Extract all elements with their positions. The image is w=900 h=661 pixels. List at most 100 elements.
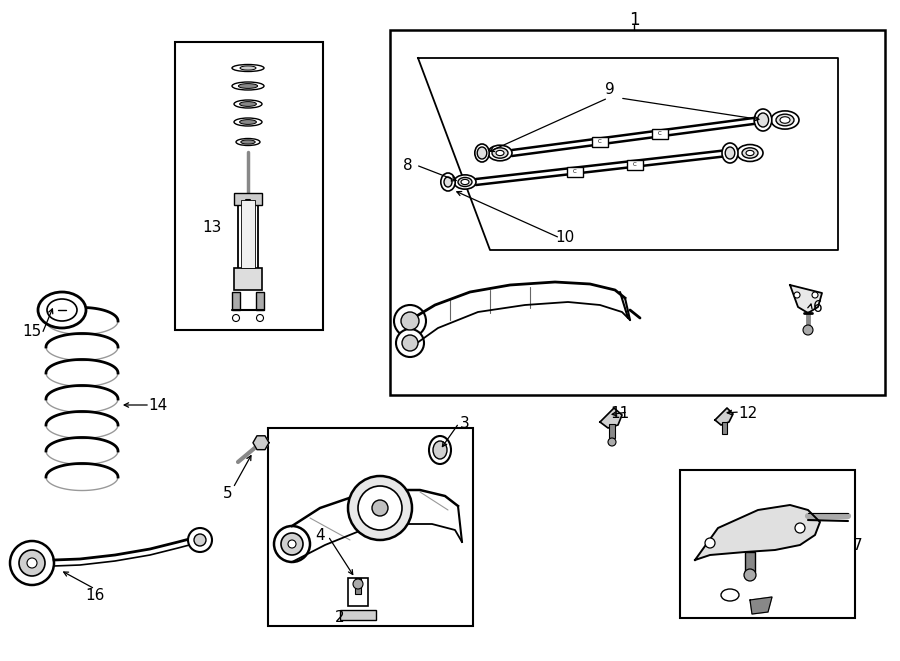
Polygon shape — [715, 408, 733, 425]
Circle shape — [794, 292, 800, 298]
Circle shape — [194, 534, 206, 546]
Circle shape — [372, 500, 388, 516]
Bar — [348, 578, 368, 606]
Ellipse shape — [780, 117, 790, 123]
Ellipse shape — [771, 111, 799, 129]
Circle shape — [795, 523, 805, 533]
Ellipse shape — [232, 82, 264, 90]
Ellipse shape — [38, 292, 86, 328]
Ellipse shape — [238, 83, 257, 89]
Bar — [355, 578, 361, 594]
Circle shape — [812, 292, 818, 298]
Bar — [340, 610, 376, 620]
Text: 14: 14 — [148, 397, 167, 412]
Bar — [390, 30, 885, 395]
Text: 10: 10 — [555, 231, 574, 245]
Text: C: C — [633, 162, 637, 167]
Text: 12: 12 — [738, 407, 758, 422]
Bar — [175, 42, 323, 330]
Circle shape — [396, 329, 424, 357]
Ellipse shape — [454, 175, 476, 189]
Ellipse shape — [433, 441, 447, 459]
Ellipse shape — [754, 109, 772, 131]
Ellipse shape — [240, 66, 256, 70]
Bar — [232, 292, 240, 310]
Bar — [680, 470, 855, 618]
Ellipse shape — [444, 177, 452, 187]
Bar — [609, 424, 615, 438]
Polygon shape — [750, 597, 772, 614]
Circle shape — [402, 335, 418, 351]
Circle shape — [744, 569, 756, 581]
Polygon shape — [790, 285, 822, 313]
Ellipse shape — [458, 177, 472, 186]
Ellipse shape — [461, 179, 469, 184]
Text: C: C — [658, 132, 662, 136]
Bar — [241, 200, 255, 268]
Circle shape — [256, 315, 264, 321]
Bar — [238, 198, 258, 270]
Text: 15: 15 — [22, 325, 41, 340]
Bar — [256, 292, 264, 310]
Polygon shape — [600, 408, 622, 428]
Circle shape — [27, 558, 37, 568]
Bar — [268, 428, 473, 626]
Text: 13: 13 — [202, 221, 221, 235]
Text: 7: 7 — [853, 537, 863, 553]
Circle shape — [232, 315, 239, 321]
Bar — [567, 167, 583, 176]
Text: 3: 3 — [460, 416, 470, 430]
Circle shape — [288, 540, 296, 548]
Circle shape — [281, 533, 303, 555]
Text: 8: 8 — [403, 157, 413, 173]
Bar — [652, 130, 668, 139]
Circle shape — [803, 325, 813, 335]
Ellipse shape — [236, 139, 260, 145]
Text: 1: 1 — [629, 11, 639, 29]
Text: 5: 5 — [223, 485, 233, 500]
Text: C: C — [598, 139, 602, 144]
Ellipse shape — [241, 140, 256, 144]
Text: 16: 16 — [86, 588, 104, 602]
Bar — [592, 137, 608, 147]
Circle shape — [274, 526, 310, 562]
Circle shape — [401, 312, 419, 330]
Ellipse shape — [737, 145, 763, 161]
Bar — [627, 160, 643, 170]
Circle shape — [608, 438, 616, 446]
Ellipse shape — [488, 145, 512, 161]
Ellipse shape — [475, 144, 490, 162]
Ellipse shape — [722, 143, 738, 163]
Ellipse shape — [496, 151, 504, 155]
Ellipse shape — [232, 65, 264, 71]
Ellipse shape — [477, 147, 487, 159]
Circle shape — [348, 476, 412, 540]
Ellipse shape — [725, 147, 734, 159]
Circle shape — [353, 579, 363, 589]
Circle shape — [705, 538, 715, 548]
Circle shape — [188, 528, 212, 552]
Ellipse shape — [239, 120, 256, 124]
Text: C: C — [573, 169, 577, 174]
Polygon shape — [253, 436, 269, 449]
Bar — [234, 193, 262, 205]
Text: 4: 4 — [315, 529, 325, 543]
Bar — [745, 552, 755, 572]
Circle shape — [394, 305, 426, 337]
Text: 6: 6 — [813, 301, 823, 315]
Ellipse shape — [742, 148, 758, 158]
Circle shape — [10, 541, 54, 585]
Circle shape — [358, 486, 402, 530]
Ellipse shape — [441, 173, 455, 191]
Ellipse shape — [746, 151, 754, 155]
Ellipse shape — [776, 114, 794, 126]
Ellipse shape — [239, 102, 256, 106]
Text: 9: 9 — [605, 83, 615, 98]
Ellipse shape — [492, 148, 508, 158]
Text: 11: 11 — [610, 407, 630, 422]
Ellipse shape — [758, 113, 769, 127]
Polygon shape — [695, 505, 820, 560]
Ellipse shape — [429, 436, 451, 464]
Text: 2: 2 — [335, 611, 345, 625]
Bar — [722, 422, 727, 434]
